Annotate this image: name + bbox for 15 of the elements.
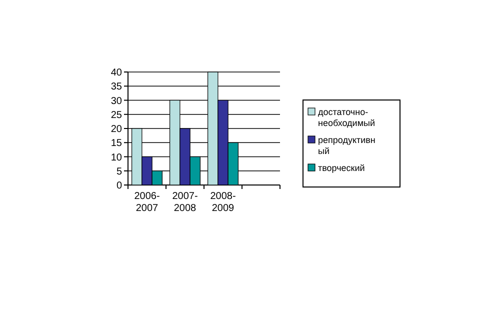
x-tick-label: 2008-2009 bbox=[210, 191, 236, 214]
y-tick-label: 40 bbox=[110, 68, 122, 78]
legend-label: репродуктивный bbox=[318, 135, 376, 156]
x-tick-label: 2006-2007 bbox=[134, 191, 160, 214]
y-tick-label: 20 bbox=[110, 124, 122, 135]
y-tick-label: 30 bbox=[110, 96, 122, 107]
y-tick-label: 15 bbox=[110, 138, 122, 150]
y-tick-label: 10 bbox=[110, 152, 122, 164]
x-tick-label: 2007-2008 bbox=[172, 191, 198, 214]
y-tick-label: 5 bbox=[116, 166, 122, 178]
y-tick-label: 0 bbox=[116, 180, 122, 192]
legend-label: творческий bbox=[318, 163, 365, 173]
y-tick-label: 25 bbox=[110, 110, 122, 121]
legend-label: достаточно-необходимый bbox=[318, 107, 376, 128]
y-tick-label: 35 bbox=[110, 82, 122, 93]
